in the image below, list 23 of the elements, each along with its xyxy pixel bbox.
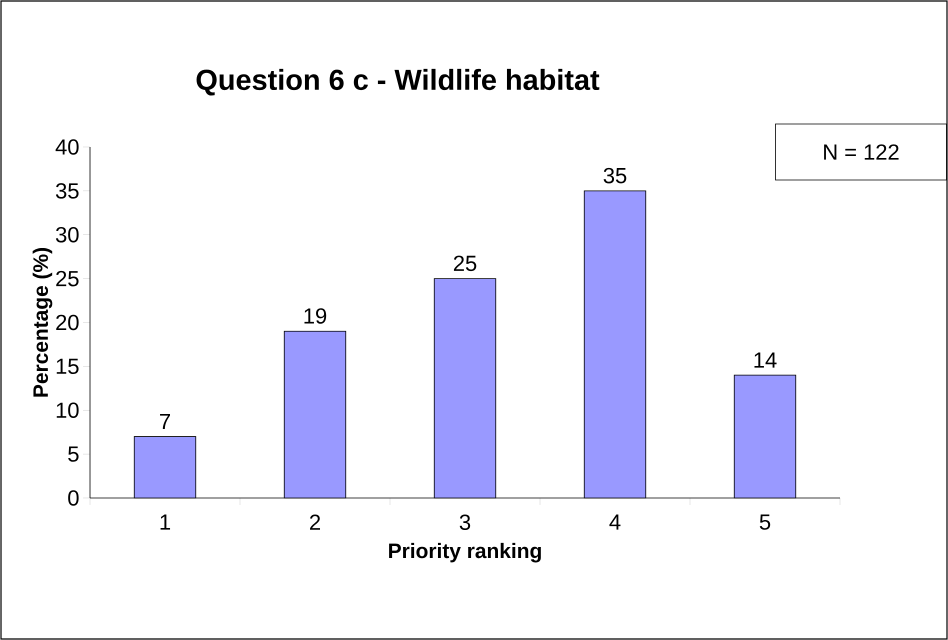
data-label: 7	[160, 414, 170, 430]
data-label: 25	[454, 256, 476, 272]
x-axis-title: Priority ranking	[389, 542, 541, 562]
chart-title: Question 6 c - Wildlife habitat	[196, 68, 600, 96]
y-tick-label: 25	[56, 270, 79, 286]
y-tick-label: 40	[56, 139, 79, 155]
x-tick-label: 4	[609, 514, 620, 530]
data-label: 19	[304, 308, 326, 324]
y-tick-label: 15	[56, 358, 79, 374]
y-tick-label: 10	[56, 402, 79, 418]
data-label: 35	[604, 168, 626, 184]
annotation: N = 122	[824, 144, 899, 160]
y-tick-label: 20	[56, 314, 79, 330]
y-axis-title: Percentage (%)	[32, 248, 52, 397]
y-tick-label: 35	[56, 183, 79, 199]
y-tick-label: 0	[68, 490, 79, 506]
y-tick-label: 5	[68, 446, 79, 462]
data-label: 14	[754, 352, 777, 368]
x-tick-label: 2	[310, 514, 320, 530]
y-tick-label: 30	[56, 226, 79, 242]
x-tick-label: 5	[760, 514, 770, 530]
x-tick-label: 1	[160, 514, 170, 530]
x-tick-label: 3	[460, 514, 470, 530]
